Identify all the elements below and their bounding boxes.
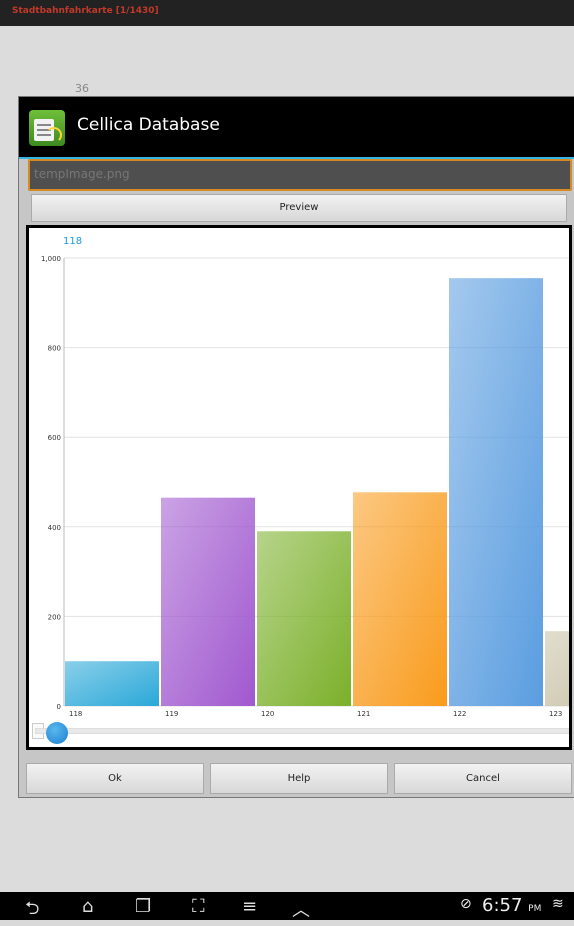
slider-thumb[interactable] — [46, 722, 68, 744]
topbar-title: Stadtbahnfahrkarte [1/1430] — [12, 6, 159, 16]
x-tick-label: 123 — [549, 710, 562, 718]
chevron-up-icon[interactable]: ︿ — [292, 900, 310, 921]
cancel-button[interactable]: Cancel — [394, 763, 572, 794]
back-icon[interactable]: ⮌ — [25, 898, 40, 919]
clock: 6:57 PM — [482, 895, 541, 916]
ok-button[interactable]: Ok — [26, 763, 204, 794]
y-tick-label: 0 — [57, 703, 61, 711]
selected-category-label: 118 — [63, 236, 83, 247]
filename-placeholder: tempImage.png — [34, 167, 130, 181]
menu-icon[interactable]: ≡ — [242, 896, 258, 917]
title-divider — [19, 157, 574, 159]
bar-chart: 0 200 400 600 800 1,000 118 119 120 121 122 123 — [41, 255, 569, 718]
top-status-bar: Stadtbahnfahrkarte [1/1430] — [0, 0, 574, 26]
cellica-dialog: Cellica Database tempImage.png Preview 1… — [19, 97, 574, 797]
cellica-app-icon — [29, 110, 65, 146]
preview-button[interactable]: Preview — [31, 194, 567, 222]
bar-120[interactable] — [257, 531, 351, 706]
background-field-value: 36 — [75, 82, 89, 95]
y-tick-label: 1,000 — [41, 255, 61, 263]
x-tick-label: 118 — [69, 710, 82, 718]
x-tick-label: 122 — [453, 710, 466, 718]
recent-apps-icon[interactable]: ❐ — [135, 896, 152, 917]
bar-122[interactable] — [449, 278, 543, 706]
y-tick-label: 800 — [48, 345, 61, 353]
dialog-header: Cellica Database — [19, 97, 574, 159]
screenshot-icon[interactable]: ⛶ — [192, 896, 205, 917]
dialog-title: Cellica Database — [77, 115, 220, 135]
navigation-bar: ⮌ ⌂ ❐ ⛶ ≡ ︿ ⊘ 6:57 PM ≋ — [0, 892, 574, 921]
y-tick-label: 200 — [48, 613, 61, 621]
y-tick-label: 600 — [48, 434, 61, 442]
x-tick-label: 119 — [165, 710, 178, 718]
filename-input[interactable]: tempImage.png — [28, 159, 572, 191]
home-icon[interactable]: ⌂ — [82, 896, 94, 917]
bar-123[interactable] — [545, 631, 569, 706]
bar-118[interactable] — [65, 661, 159, 706]
slider-track[interactable] — [35, 728, 569, 734]
help-button[interactable]: Help — [210, 763, 388, 794]
no-sync-icon: ⊘ — [460, 896, 472, 912]
bar-121[interactable] — [353, 492, 447, 706]
wifi-icon: ≋ — [552, 896, 564, 912]
clock-ampm: PM — [528, 904, 542, 914]
y-tick-label: 400 — [48, 524, 61, 532]
chart-panel: 118 0 200 400 600 800 1,000 118 119 120 121 122 123 — [26, 225, 572, 750]
x-tick-label: 121 — [357, 710, 370, 718]
x-tick-label: 120 — [261, 710, 274, 718]
clock-time: 6:57 — [482, 895, 523, 916]
bar-119[interactable] — [161, 497, 255, 706]
